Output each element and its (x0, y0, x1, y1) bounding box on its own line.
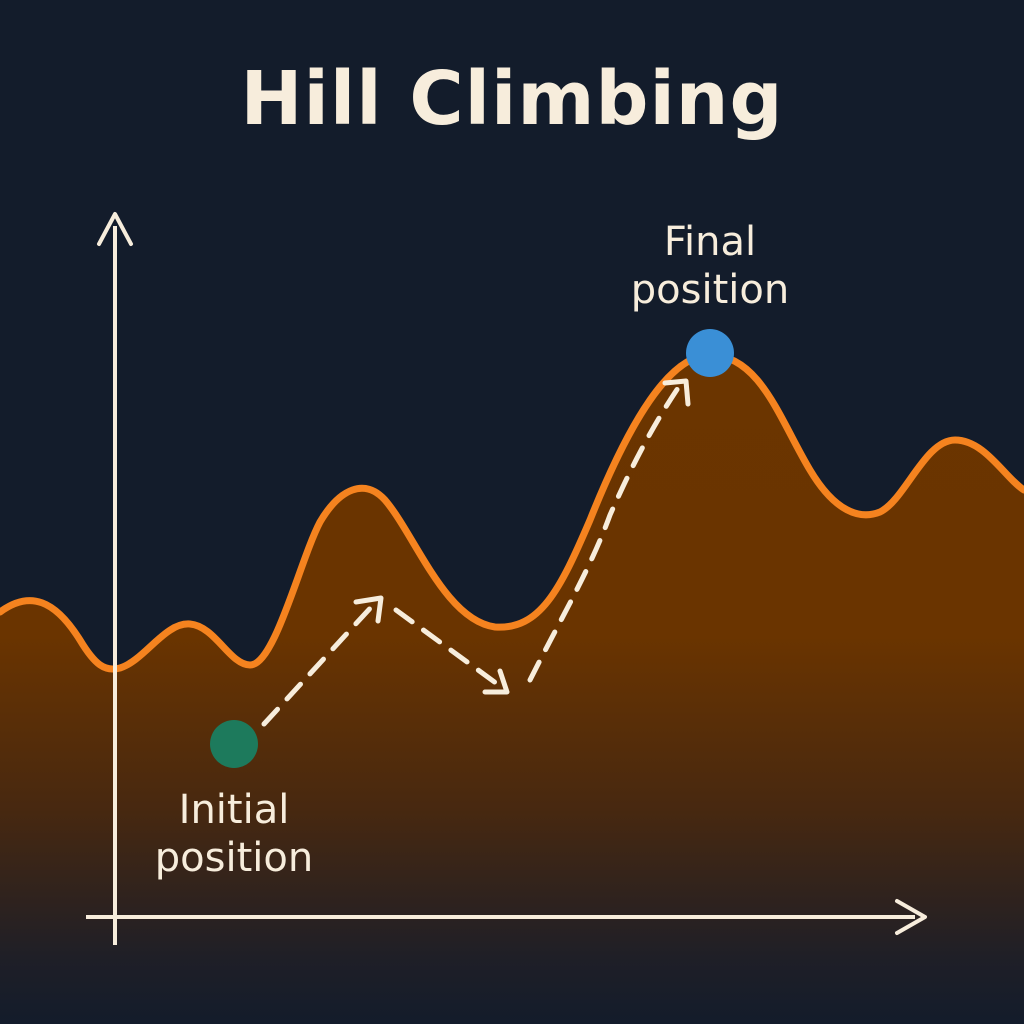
initial-position-label: Initial position (124, 786, 344, 882)
path-step-2 (393, 607, 503, 689)
final-position-label: Final position (600, 218, 820, 314)
final-position-marker (686, 329, 734, 377)
y-axis-arrowhead (97, 212, 133, 246)
landscape-fill (0, 355, 1024, 1024)
initial-label-line-1: Initial (178, 787, 290, 833)
path-step-3-arrowhead (662, 378, 691, 407)
path-step-2-arrowhead (482, 668, 510, 695)
path-step-1 (261, 601, 377, 727)
diagram-title: Hill Climbing (240, 56, 784, 142)
path-step-1-arrowhead (353, 595, 384, 624)
x-axis-arrowhead (895, 899, 927, 935)
final-label-line-1: Final (663, 219, 757, 265)
initial-position-marker (210, 720, 258, 768)
path-step-3 (527, 385, 681, 683)
search-path (261, 378, 691, 727)
objective-curve (0, 351, 1024, 673)
final-label-line-2: position (630, 267, 790, 313)
initial-label-line-2: position (154, 835, 314, 881)
